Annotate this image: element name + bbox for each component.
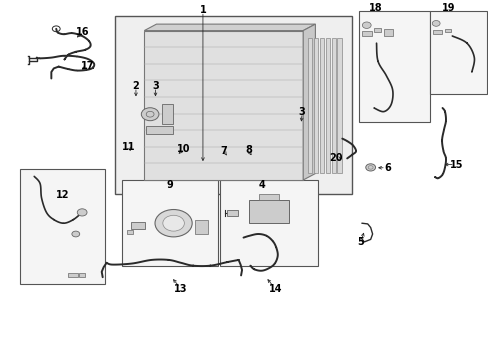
Circle shape [163,215,184,231]
Text: 19: 19 [441,3,455,13]
Bar [162,104,173,124]
Text: 20: 20 [329,153,343,163]
Bar [313,38,318,173]
Bar [307,38,312,173]
Text: 1: 1 [199,5,206,15]
Text: 5: 5 [357,237,364,247]
Text: 6: 6 [383,163,390,173]
Bar [146,126,173,134]
Text: 3: 3 [298,107,305,117]
Bar [249,200,288,223]
Bar [68,273,78,277]
Circle shape [72,231,80,237]
Bar [79,273,85,277]
Bar [220,180,317,266]
Bar [131,222,144,229]
Circle shape [362,22,370,28]
Circle shape [365,164,375,171]
Text: 7: 7 [220,146,227,156]
Text: 9: 9 [166,180,173,190]
Text: 14: 14 [268,284,282,294]
Bar [361,31,371,36]
Text: 4: 4 [258,180,264,190]
Bar [337,38,341,173]
Text: 8: 8 [244,145,251,156]
Bar [359,11,429,122]
Bar [194,220,208,234]
Bar [319,38,324,173]
Text: 13: 13 [174,284,187,294]
Bar [227,210,238,216]
Bar [127,230,133,234]
Circle shape [155,210,192,237]
Text: 2: 2 [132,81,139,91]
Text: 10: 10 [176,144,190,154]
Polygon shape [303,24,315,180]
Text: 17: 17 [81,60,95,71]
Text: 12: 12 [56,190,69,201]
Circle shape [431,21,439,26]
Text: 15: 15 [448,159,462,170]
Text: 3: 3 [152,81,159,91]
Bar [115,16,351,194]
Bar [432,30,441,34]
Bar [144,31,303,180]
Text: 11: 11 [122,142,135,152]
Bar [444,29,450,32]
Circle shape [141,108,159,121]
Polygon shape [144,24,315,31]
Bar [20,169,105,284]
Text: 18: 18 [368,3,382,13]
Circle shape [77,209,87,216]
Bar [429,11,486,94]
Bar [383,29,392,36]
Bar [325,38,329,173]
Bar [122,180,217,266]
Bar [373,28,381,32]
Bar [331,38,335,173]
Text: 16: 16 [76,27,90,37]
Bar [259,194,278,200]
